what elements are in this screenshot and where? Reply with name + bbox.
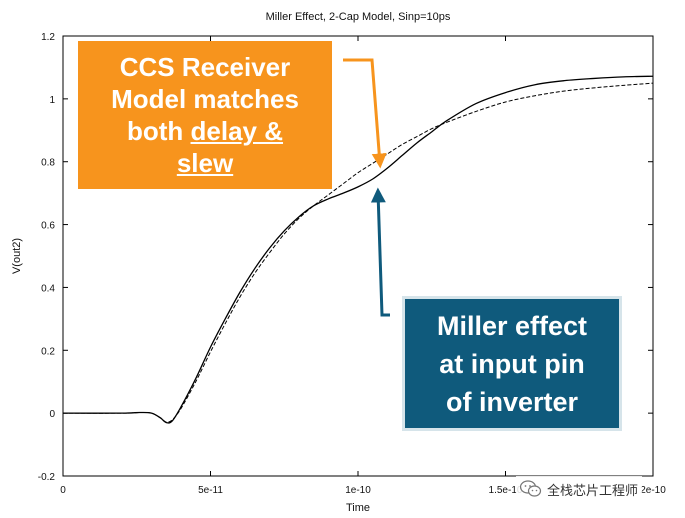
orange-callout: CCS Receiver Model matches both delay & … xyxy=(78,41,332,189)
series-layer xyxy=(62,75,654,424)
y-tick-label: -0.2 xyxy=(38,472,56,483)
wechat-icon xyxy=(520,480,542,497)
orange-callout-line3a: both xyxy=(126,116,191,146)
watermark-text: 全栈芯片工程师 xyxy=(547,483,639,499)
y-tick-label: 0.8 xyxy=(41,158,55,169)
series-line-solid xyxy=(62,75,654,424)
orange-callout-line3b: delay & xyxy=(190,116,284,146)
x-tick-label: 1e-10 xyxy=(345,485,371,496)
y-tick-label: 0 xyxy=(49,409,55,420)
y-tick-label: 0.4 xyxy=(41,283,55,294)
x-tick-label: 2e-10 xyxy=(640,485,666,496)
x-axis-ticks: 0 5e-11 1e-10 1.5e-10 2e-10 xyxy=(60,36,666,496)
y-tick-label: 0.2 xyxy=(41,346,55,357)
orange-arrow xyxy=(343,58,387,169)
y-tick-label: 0.6 xyxy=(41,221,55,232)
y-axis-label: V(out2) xyxy=(11,238,23,274)
orange-callout-line3: both delay & xyxy=(127,115,283,147)
chart-title: Miller Effect, 2-Cap Model, Sinp=10ps xyxy=(266,11,451,23)
orange-callout-line4: slew xyxy=(176,148,234,178)
y-axis-ticks: -0.2 0 0.2 0.4 0.6 0.8 1 1.2 xyxy=(38,32,653,483)
blue-arrow xyxy=(370,187,390,317)
orange-callout-line1: CCS Receiver xyxy=(119,52,291,82)
y-tick-label: 1 xyxy=(49,95,55,106)
x-tick-label: 1.5e-10 xyxy=(489,485,523,496)
blue-callout-line3: of inverter xyxy=(445,386,579,417)
x-axis-label: Time xyxy=(346,502,370,514)
x-tick-label: 0 xyxy=(60,485,66,496)
blue-callout-line2: at input pin xyxy=(439,348,585,379)
y-tick-label: 1.2 xyxy=(41,32,55,43)
watermark: 全栈芯片工程师 xyxy=(516,476,643,502)
x-tick-label: 5e-11 xyxy=(198,485,223,496)
orange-callout-line2: Model matches xyxy=(111,84,299,114)
blue-callout: Miller effect at input pin of inverter xyxy=(402,296,622,431)
blue-callout-line1: Miller effect xyxy=(436,310,588,341)
